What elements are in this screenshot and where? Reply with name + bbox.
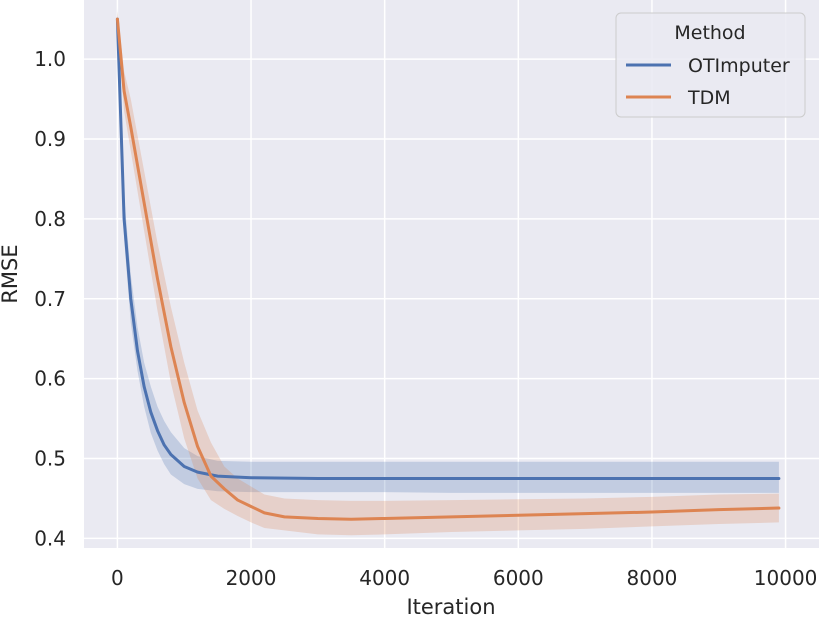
- series-line-tdm: [115, 17, 781, 521]
- legend-title: Method: [674, 22, 745, 44]
- x-axis-title: Iteration: [406, 595, 495, 617]
- legend-label: OTImputer: [688, 55, 790, 77]
- legend-box: [615, 12, 806, 118]
- y-tick-label: 0.8: [34, 207, 66, 231]
- y-tick-label: 0.6: [34, 367, 66, 391]
- x-tick-label: 4000: [359, 566, 410, 590]
- x-tick-label: 0: [111, 566, 124, 590]
- x-tick-label: 10000: [754, 566, 818, 590]
- x-tick-label: 8000: [627, 566, 678, 590]
- x-tick-label: 2000: [226, 566, 277, 590]
- legend: Method OTImputer TDM: [615, 12, 806, 118]
- series-line-otimputer: [115, 17, 781, 481]
- legend-label: TDM: [687, 87, 731, 109]
- y-axis-title: RMSE: [0, 244, 22, 303]
- x-tick-label: 6000: [493, 566, 544, 590]
- y-tick-label: 0.5: [34, 447, 66, 471]
- series-lines: [115, 17, 781, 521]
- y-tick-label: 0.7: [34, 287, 66, 311]
- x-axis-ticks: 0 2000 4000 6000 8000 10000: [111, 566, 817, 590]
- y-axis-ticks: 0.4 0.5 0.6 0.7 0.8 0.9 1.0: [34, 47, 66, 550]
- y-tick-label: 0.9: [34, 127, 66, 151]
- y-tick-label: 0.4: [34, 526, 66, 550]
- grid-lines: [84, 0, 819, 548]
- y-tick-label: 1.0: [34, 47, 66, 71]
